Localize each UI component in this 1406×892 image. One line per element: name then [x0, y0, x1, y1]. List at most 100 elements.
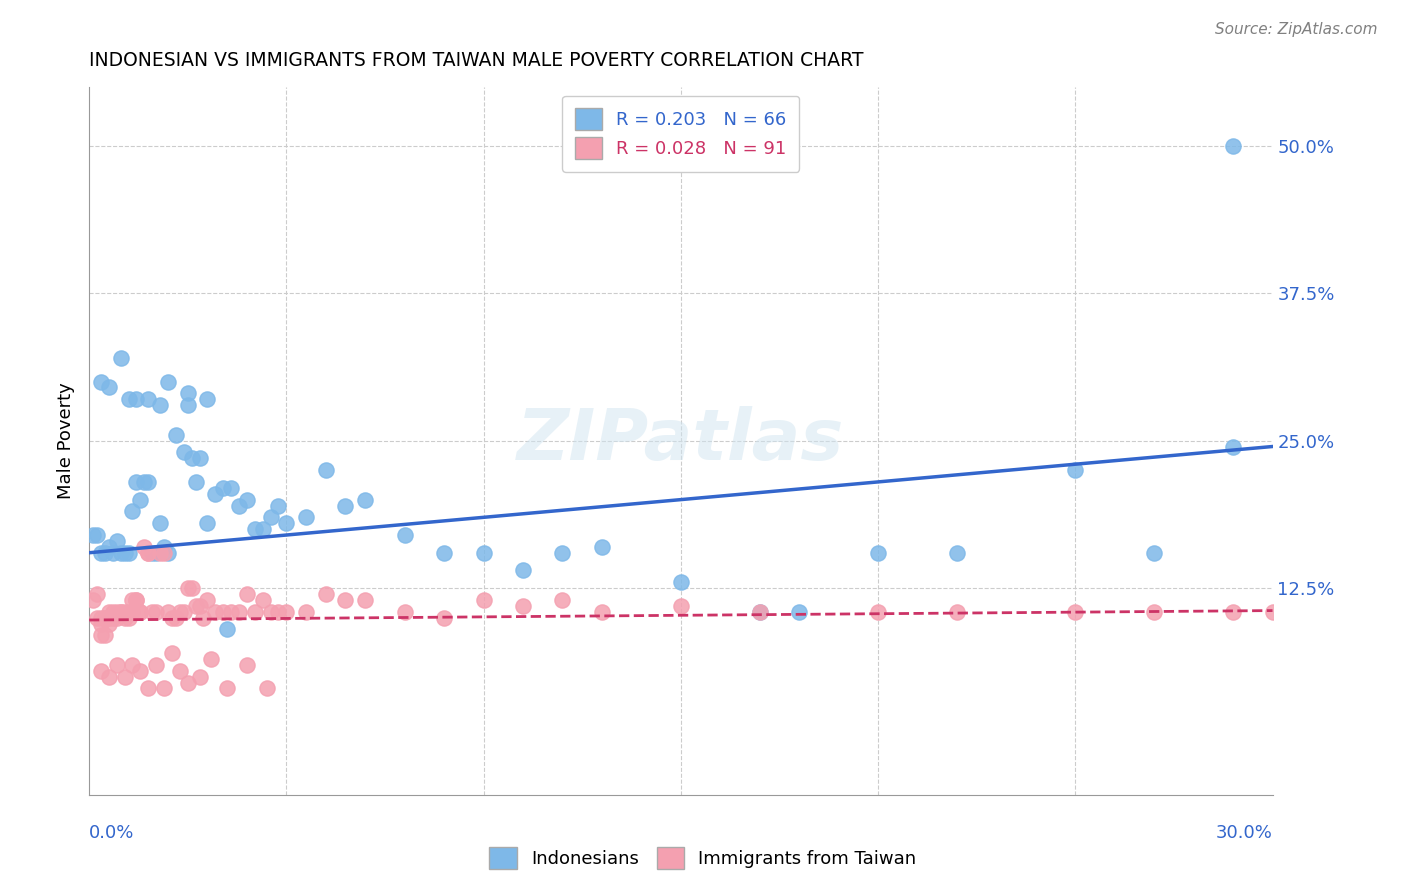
Point: [200, 652, 222, 666]
Point: [219, 481, 242, 495]
Point: [160, 610, 183, 624]
Point: [105, 605, 128, 619]
Point: [315, 587, 337, 601]
Point: [1222, 440, 1244, 454]
Text: Source: ZipAtlas.com: Source: ZipAtlas.com: [1215, 22, 1378, 37]
Point: [276, 516, 298, 531]
Point: [212, 481, 235, 495]
Point: [433, 546, 456, 560]
Point: [145, 605, 167, 619]
Point: [165, 610, 187, 624]
Point: [114, 546, 136, 560]
Point: [176, 398, 198, 412]
Point: [136, 392, 159, 407]
Point: [136, 475, 159, 489]
Point: [176, 581, 198, 595]
Point: [82, 593, 104, 607]
Point: [156, 605, 179, 619]
Point: [315, 463, 337, 477]
Point: [188, 451, 211, 466]
Point: [156, 546, 179, 560]
Point: [156, 375, 179, 389]
Point: [90, 628, 112, 642]
Point: [276, 605, 298, 619]
Point: [145, 546, 167, 560]
Point: [173, 445, 195, 459]
Point: [512, 599, 534, 613]
Point: [184, 475, 207, 489]
Point: [748, 605, 770, 619]
Point: [97, 605, 120, 619]
Text: 30.0%: 30.0%: [1216, 824, 1272, 842]
Point: [551, 546, 574, 560]
Point: [117, 392, 139, 407]
Point: [243, 522, 266, 536]
Text: INDONESIAN VS IMMIGRANTS FROM TAIWAN MALE POVERTY CORRELATION CHART: INDONESIAN VS IMMIGRANTS FROM TAIWAN MAL…: [89, 51, 863, 70]
Point: [136, 681, 159, 696]
Point: [134, 540, 156, 554]
Point: [295, 605, 318, 619]
Point: [1222, 605, 1244, 619]
Point: [197, 593, 219, 607]
Point: [90, 546, 112, 560]
Point: [149, 398, 172, 412]
Point: [101, 605, 124, 619]
Point: [1143, 605, 1166, 619]
Point: [204, 486, 226, 500]
Point: [180, 451, 202, 466]
Point: [394, 528, 416, 542]
Point: [86, 587, 108, 601]
Point: [866, 546, 889, 560]
Point: [114, 605, 136, 619]
Point: [129, 605, 152, 619]
Point: [184, 599, 207, 613]
Point: [121, 657, 143, 672]
Point: [173, 605, 195, 619]
Point: [117, 610, 139, 624]
Point: [145, 657, 167, 672]
Point: [121, 605, 143, 619]
Point: [125, 392, 148, 407]
Point: [193, 610, 215, 624]
Point: [125, 593, 148, 607]
Y-axis label: Male Poverty: Male Poverty: [58, 383, 75, 499]
Point: [153, 540, 176, 554]
Point: [97, 380, 120, 394]
Point: [217, 623, 239, 637]
Point: [1261, 605, 1284, 619]
Point: [160, 646, 183, 660]
Point: [1064, 463, 1087, 477]
Point: [219, 605, 242, 619]
Point: [105, 610, 128, 624]
Point: [141, 546, 163, 560]
Point: [110, 546, 132, 560]
Point: [259, 510, 281, 524]
Point: [86, 610, 108, 624]
Point: [433, 610, 456, 624]
Legend: R = 0.203   N = 66, R = 0.028   N = 91: R = 0.203 N = 66, R = 0.028 N = 91: [562, 95, 800, 172]
Point: [335, 593, 357, 607]
Point: [591, 605, 613, 619]
Point: [94, 610, 117, 624]
Point: [228, 605, 250, 619]
Point: [94, 610, 117, 624]
Text: ZIPatlas: ZIPatlas: [517, 406, 845, 475]
Point: [90, 375, 112, 389]
Point: [165, 427, 187, 442]
Point: [197, 516, 219, 531]
Point: [669, 599, 692, 613]
Point: [335, 499, 357, 513]
Point: [110, 605, 132, 619]
Point: [169, 664, 191, 678]
Point: [256, 681, 278, 696]
Point: [82, 528, 104, 542]
Point: [252, 522, 274, 536]
Point: [1222, 138, 1244, 153]
Point: [114, 670, 136, 684]
Point: [243, 605, 266, 619]
Point: [153, 681, 176, 696]
Point: [105, 533, 128, 548]
Point: [472, 593, 495, 607]
Point: [125, 593, 148, 607]
Point: [267, 499, 290, 513]
